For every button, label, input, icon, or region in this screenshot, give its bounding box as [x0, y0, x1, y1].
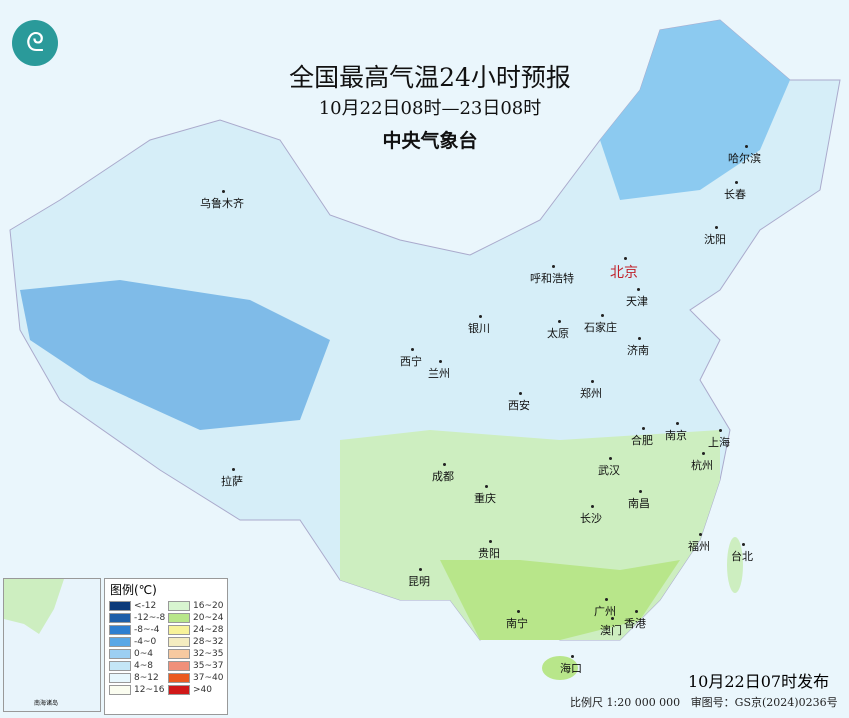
legend-swatch [109, 625, 131, 635]
legend-swatch [109, 661, 131, 671]
cold-region-northeast [600, 20, 790, 200]
legend-label: 0~4 [134, 649, 153, 659]
legend-swatch [168, 673, 190, 683]
legend-label: >40 [193, 685, 212, 695]
legend-swatch [109, 637, 131, 647]
legend-label: 8~12 [134, 673, 159, 683]
city-label: 长沙 [580, 505, 602, 525]
publish-time: 10月22日07时发布 [688, 672, 830, 691]
city-label: 台北 [731, 543, 753, 563]
legend-swatch [168, 685, 190, 695]
city-label: 南京 [665, 422, 687, 442]
legend-label: 24~28 [193, 625, 224, 635]
city-label: 海口 [560, 655, 582, 675]
legend-label: 20~24 [193, 613, 224, 623]
city-label-capital: 北京 [610, 257, 638, 282]
city-label: 南昌 [628, 490, 650, 510]
city-label: 拉萨 [221, 468, 243, 488]
legend-item: -4~0 [109, 637, 168, 647]
city-label: 合肥 [631, 427, 653, 447]
city-label: 沈阳 [704, 226, 726, 246]
city-label: 南宁 [506, 610, 528, 630]
scale-and-review: 比例尺 1:20 000 000 审图号：GS京(2024)0236号 [570, 694, 838, 710]
legend-swatch [168, 625, 190, 635]
legend-item: 0~4 [109, 649, 168, 659]
city-label: 贵阳 [478, 540, 500, 560]
map-scale: 比例尺 1:20 000 000 [570, 696, 681, 709]
legend-label: -8~-4 [134, 625, 160, 635]
legend-swatch [168, 637, 190, 647]
forecast-period: 10月22日08时—23日08时 [318, 98, 542, 119]
legend-swatch [168, 649, 190, 659]
legend-swatch [168, 601, 190, 611]
legend-item: 37~40 [168, 673, 227, 683]
hainan-island [542, 656, 578, 680]
legend-label: -12~-8 [134, 613, 166, 623]
city-label: 香港 [624, 610, 646, 630]
legend-swatch [109, 649, 131, 659]
legend-label: 12~16 [134, 685, 165, 695]
legend-item: 16~20 [168, 601, 227, 611]
cold-region-tibet [20, 280, 330, 430]
legend-label: 4~8 [134, 661, 153, 671]
legend-item: 28~32 [168, 637, 227, 647]
city-label: 济南 [627, 337, 649, 357]
legend-item: 32~35 [168, 649, 227, 659]
legend-item: 24~28 [168, 625, 227, 635]
legend-item: <-12 [109, 601, 168, 611]
city-label: 西宁 [400, 348, 422, 368]
legend-label: 16~20 [193, 601, 224, 611]
city-label: 太原 [547, 320, 569, 340]
legend-item: 8~12 [109, 673, 168, 683]
legend-swatch [109, 685, 131, 695]
city-label: 兰州 [428, 360, 450, 380]
legend: 图例(℃) <-12 16~20 -12~-8 20~24 -8~-4 24~28 -4~0… [104, 578, 228, 715]
legend-label: <-12 [134, 601, 157, 611]
legend-item: 12~16 [109, 685, 168, 695]
taiwan-island [727, 537, 743, 593]
review-number: 审图号：GS京(2024)0236号 [690, 696, 838, 709]
city-label: 武汉 [598, 457, 620, 477]
legend-swatch [168, 613, 190, 623]
legend-item: 35~37 [168, 661, 227, 671]
city-label: 石家庄 [584, 314, 617, 334]
city-label: 天津 [626, 288, 648, 308]
legend-item: -8~-4 [109, 625, 168, 635]
legend-item: 4~8 [109, 661, 168, 671]
city-label: 上海 [708, 429, 730, 449]
legend-item: -12~-8 [109, 613, 168, 623]
city-label: 成都 [432, 463, 454, 483]
city-label: 广州 [594, 598, 616, 618]
legend-swatch [168, 661, 190, 671]
south-china-sea-inset: 南海诸岛 [3, 578, 101, 712]
city-label: 澳门 [600, 617, 622, 637]
city-label: 长春 [724, 181, 746, 201]
map-title: 全国最高气温24小时预报 [289, 63, 571, 92]
legend-item: >40 [168, 685, 227, 695]
legend-swatch [109, 673, 131, 683]
cma-logo-icon: ᘓ [12, 20, 58, 66]
city-label: 呼和浩特 [530, 265, 574, 285]
city-label: 郑州 [580, 380, 602, 400]
legend-swatch [109, 613, 131, 623]
legend-label: 35~37 [193, 661, 224, 671]
issuer: 中央气象台 [382, 130, 478, 152]
warm-region-coast [440, 560, 680, 640]
legend-label: 32~35 [193, 649, 224, 659]
inset-label: 南海诸岛 [34, 700, 59, 707]
city-label: 杭州 [691, 452, 713, 472]
legend-label: 28~32 [193, 637, 224, 647]
city-label: 哈尔滨 [728, 145, 761, 165]
city-label: 乌鲁木齐 [200, 190, 244, 210]
city-label: 昆明 [408, 568, 430, 588]
city-label: 银川 [468, 315, 490, 335]
legend-item: 20~24 [168, 613, 227, 623]
legend-label: 37~40 [193, 673, 224, 683]
city-label: 福州 [688, 533, 710, 553]
city-label: 西安 [508, 392, 530, 412]
legend-label: -4~0 [134, 637, 157, 647]
legend-title: 图例(℃) [110, 583, 157, 597]
legend-swatch [109, 601, 131, 611]
city-label: 重庆 [474, 485, 496, 505]
